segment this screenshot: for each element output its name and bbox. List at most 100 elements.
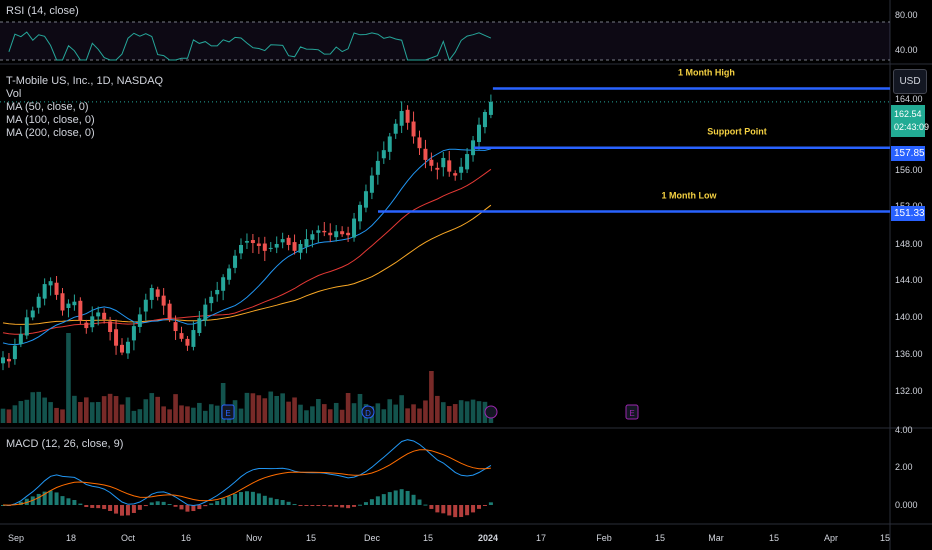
ma50-legend[interactable]: MA (50, close, 0): [6, 101, 89, 113]
ma200-legend[interactable]: MA (200, close, 0): [6, 127, 95, 139]
macd-histogram-bar: [143, 505, 148, 507]
candle-body: [328, 232, 333, 236]
volume-bar: [322, 404, 327, 423]
volume-bar: [232, 400, 238, 423]
volume-bar: [131, 410, 137, 423]
volume-bar: [351, 403, 357, 423]
macd-histogram-bar: [375, 496, 380, 505]
volume-bar: [452, 404, 458, 423]
candle-body: [66, 303, 71, 308]
volume-bar: [310, 406, 315, 423]
volume-bar: [214, 405, 220, 423]
macd-histogram-bar: [340, 505, 345, 508]
volume-bar: [292, 397, 297, 423]
time-tick: Nov: [246, 533, 263, 543]
candle-body: [262, 243, 267, 251]
candle-layer: [1, 94, 493, 371]
support-price-value: 157.85: [894, 148, 925, 159]
candle-body: [209, 296, 214, 304]
candle-body: [36, 296, 41, 308]
time-tick: 18: [66, 533, 76, 543]
macd-histogram-bar: [54, 492, 59, 505]
annotation-label: Support Point: [707, 127, 767, 137]
macd-histogram-bar: [369, 499, 374, 505]
macd-histogram-bar: [417, 499, 422, 505]
macd-axis: 4.00 2.00 0.000: [895, 425, 918, 510]
candle-body: [161, 295, 166, 306]
macd-tick: 4.00: [895, 425, 913, 435]
volume-bar: [0, 408, 6, 423]
candle-body: [54, 282, 59, 295]
candle-body: [155, 289, 160, 297]
volume-bar: [119, 404, 125, 423]
macd-histogram-bar: [352, 505, 357, 507]
volume-bar: [244, 392, 250, 423]
macd-histogram-bar: [334, 505, 339, 507]
macd-histogram-bar: [167, 504, 172, 506]
macd-histogram-bar: [387, 492, 392, 505]
symbol-title[interactable]: T-Mobile US, Inc., 1D, NASDAQ: [6, 75, 164, 87]
macd-histogram-bar: [393, 490, 398, 505]
volume-bar: [6, 409, 12, 423]
candle-body: [363, 191, 368, 208]
macd-histogram-bar: [209, 503, 214, 505]
candle-body: [381, 150, 386, 159]
volume-legend[interactable]: Vol: [6, 88, 22, 100]
macd-histogram-bar: [322, 505, 327, 506]
macd-histogram-bar: [131, 505, 136, 513]
macd-histogram-bar: [173, 505, 178, 507]
candle-body: [417, 137, 422, 149]
volume-bar: [393, 404, 398, 423]
annotation-label: 1 Month Low: [662, 190, 718, 200]
macd-histogram-bar: [304, 505, 309, 506]
price-tick: 144.00: [895, 275, 923, 285]
rsi-line: [8, 31, 492, 62]
earnings-badge: [221, 404, 235, 420]
candle-body: [173, 322, 178, 332]
volume-bar: [89, 402, 95, 423]
rsi-legend-label: RSI (14, close): [6, 5, 79, 17]
volume-bar: [476, 401, 482, 423]
volume-bar: [197, 402, 202, 423]
macd-histogram-bar: [346, 505, 351, 509]
ma100-legend[interactable]: MA (100, close, 0): [6, 114, 95, 126]
volume-bar: [60, 409, 65, 423]
volume-bar: [381, 409, 387, 423]
rsi-axis: 80.00 40.00: [895, 10, 918, 55]
candle-body: [149, 288, 154, 300]
candle-body: [256, 243, 261, 246]
candle-body: [108, 321, 113, 332]
macd-histogram-bar: [244, 491, 249, 505]
volume-bar: [208, 404, 214, 423]
ma200-line: [2, 204, 492, 325]
volume-bar: [280, 393, 285, 423]
volume-bar: [18, 401, 24, 423]
macd-legend-label[interactable]: MACD (12, 26, close, 9): [6, 438, 124, 450]
candle-body: [298, 244, 303, 253]
candle-body: [233, 255, 238, 268]
lightning-icon: [484, 405, 498, 419]
macd-histogram-bar: [280, 500, 285, 505]
macd-histogram-bar: [18, 501, 23, 505]
volume-bar: [399, 395, 404, 423]
volume-bar: [143, 399, 149, 423]
candle-body: [167, 303, 172, 320]
volume-bar: [113, 396, 119, 423]
volume-bar: [12, 405, 18, 423]
macd-histogram-bar: [227, 496, 232, 505]
volume-bar: [375, 403, 381, 423]
time-tick: Dec: [364, 533, 381, 543]
currency-button[interactable]: USD: [893, 69, 927, 94]
volume-bar: [84, 397, 89, 423]
earnings-badge: [625, 404, 639, 420]
macd-histogram-bar: [96, 505, 101, 509]
price-tick: 136.00: [895, 349, 923, 359]
candle-body: [60, 293, 65, 311]
candle-body: [316, 230, 321, 233]
rsi-tick: 40.00: [895, 45, 918, 55]
main-legend: T-Mobile US, Inc., 1D, NASDAQ Vol MA (50…: [6, 75, 163, 140]
candle-body: [268, 247, 273, 249]
macd-histogram-bar: [477, 505, 481, 509]
volume-bar: [316, 399, 321, 423]
